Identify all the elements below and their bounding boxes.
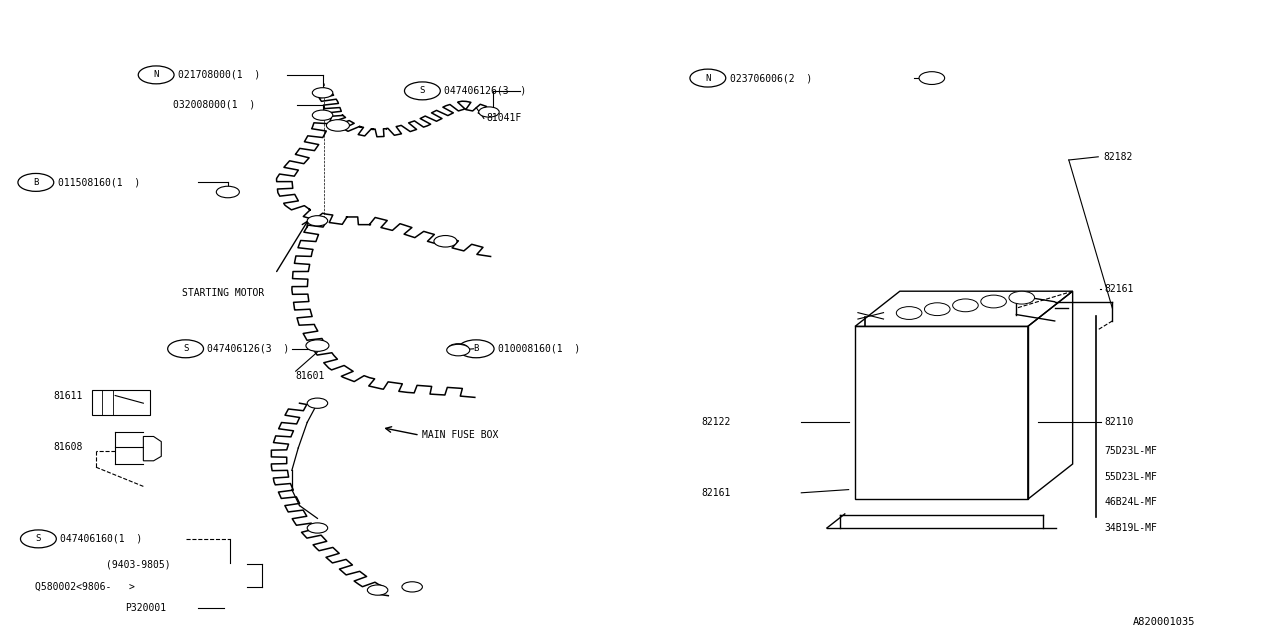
Circle shape bbox=[952, 299, 978, 312]
Circle shape bbox=[367, 585, 388, 595]
Text: 023706006(2  ): 023706006(2 ) bbox=[730, 73, 812, 83]
Text: 82161: 82161 bbox=[1105, 284, 1134, 294]
Text: 032008000(1  ): 032008000(1 ) bbox=[173, 100, 255, 110]
Circle shape bbox=[434, 236, 457, 247]
Circle shape bbox=[402, 582, 422, 592]
Text: 81041F: 81041F bbox=[486, 113, 522, 124]
Text: 81608: 81608 bbox=[54, 442, 83, 452]
Text: (9403-9805): (9403-9805) bbox=[106, 559, 170, 570]
Bar bbox=[92, 390, 150, 415]
Text: 34B19L-MF: 34B19L-MF bbox=[1105, 523, 1157, 533]
Text: 010008160(1  ): 010008160(1 ) bbox=[498, 344, 580, 354]
Bar bbox=[855, 326, 1028, 499]
Text: S: S bbox=[36, 534, 41, 543]
Text: B: B bbox=[474, 344, 479, 353]
Circle shape bbox=[326, 120, 349, 131]
Text: 82110: 82110 bbox=[1105, 417, 1134, 428]
Circle shape bbox=[447, 344, 470, 356]
Circle shape bbox=[1009, 291, 1034, 304]
Text: S: S bbox=[183, 344, 188, 353]
Circle shape bbox=[307, 398, 328, 408]
Text: 047406126(3  ): 047406126(3 ) bbox=[444, 86, 526, 96]
Circle shape bbox=[448, 344, 468, 354]
Circle shape bbox=[980, 295, 1006, 308]
Text: 81611: 81611 bbox=[54, 390, 83, 401]
Circle shape bbox=[216, 186, 239, 198]
Text: 047406160(1  ): 047406160(1 ) bbox=[60, 534, 142, 544]
Text: 55D23L-MF: 55D23L-MF bbox=[1105, 472, 1157, 482]
Text: 82161: 82161 bbox=[701, 488, 731, 498]
Text: 75D23L-MF: 75D23L-MF bbox=[1105, 446, 1157, 456]
Text: P320001: P320001 bbox=[125, 603, 166, 613]
Circle shape bbox=[479, 107, 499, 117]
Circle shape bbox=[307, 216, 328, 226]
Circle shape bbox=[312, 88, 333, 98]
Circle shape bbox=[312, 110, 333, 120]
Text: 46B24L-MF: 46B24L-MF bbox=[1105, 497, 1157, 508]
Text: B: B bbox=[33, 178, 38, 187]
Circle shape bbox=[919, 72, 945, 84]
Text: 82182: 82182 bbox=[1103, 152, 1133, 162]
Text: 021708000(1  ): 021708000(1 ) bbox=[178, 70, 260, 80]
Text: N: N bbox=[154, 70, 159, 79]
Text: N: N bbox=[705, 74, 710, 83]
Text: STARTING MOTOR: STARTING MOTOR bbox=[182, 288, 264, 298]
Text: Q580002<9806-   >: Q580002<9806- > bbox=[35, 582, 134, 592]
Text: 81601: 81601 bbox=[296, 371, 325, 381]
Text: A820001035: A820001035 bbox=[1133, 617, 1196, 627]
Text: MAIN FUSE BOX: MAIN FUSE BOX bbox=[422, 430, 499, 440]
Text: 82122: 82122 bbox=[701, 417, 731, 428]
Text: 047406126(3  ): 047406126(3 ) bbox=[207, 344, 289, 354]
Circle shape bbox=[896, 307, 922, 319]
Circle shape bbox=[924, 303, 950, 316]
Text: S: S bbox=[420, 86, 425, 95]
Text: 011508160(1  ): 011508160(1 ) bbox=[58, 177, 140, 188]
Circle shape bbox=[306, 340, 329, 351]
Circle shape bbox=[307, 340, 328, 351]
Circle shape bbox=[307, 523, 328, 533]
